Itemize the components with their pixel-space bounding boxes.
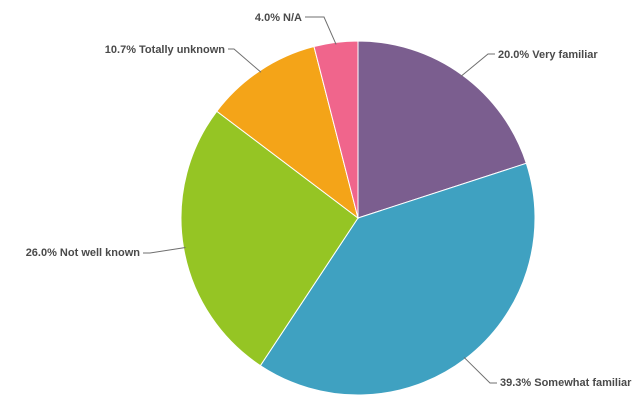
leader-line	[463, 356, 497, 384]
leader-line	[305, 16, 337, 45]
slice-label: 26.0% Not well known	[26, 247, 141, 259]
leader-line	[460, 53, 495, 77]
pie-slices	[180, 40, 536, 396]
slice-label: 10.7% Totally unknown	[105, 44, 225, 56]
leader-line	[228, 48, 262, 73]
slice-label: 20.0% Very familiar	[498, 49, 598, 61]
slice-labels: 20.0% Very familiar 39.3% Somewhat famili…	[26, 12, 632, 389]
leader-lines	[143, 16, 497, 384]
slice-label: 4.0% N/A	[255, 12, 302, 24]
slice-label: 39.3% Somewhat familiar	[500, 377, 632, 389]
pie-slice[interactable]	[313, 40, 359, 219]
leader-line	[143, 247, 186, 254]
